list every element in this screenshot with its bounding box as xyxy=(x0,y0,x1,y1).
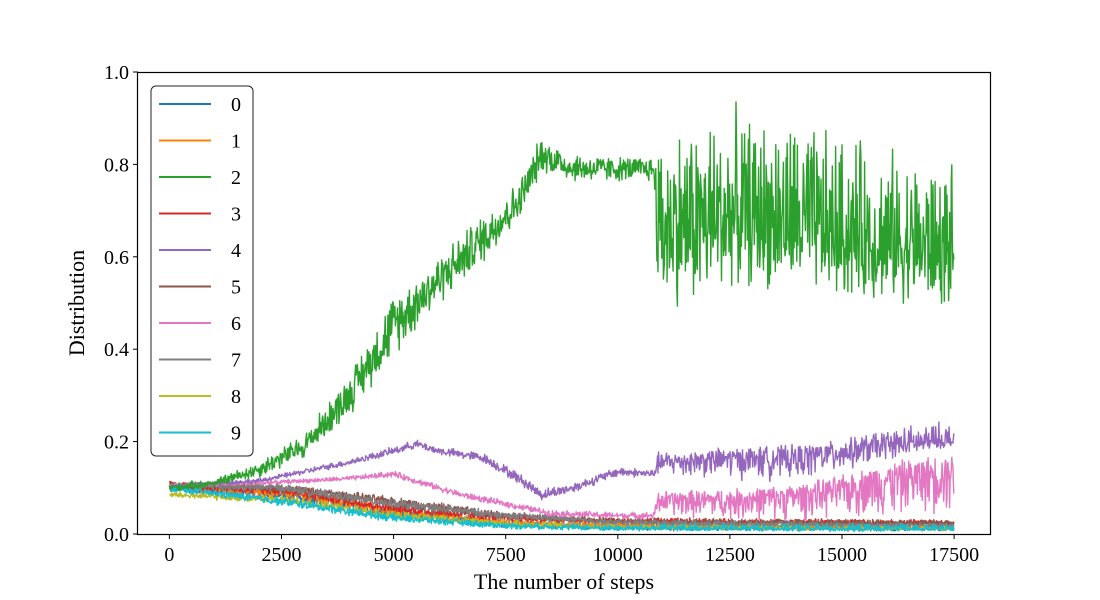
series-line-9 xyxy=(168,485,955,532)
legend-label: 0 xyxy=(231,94,241,116)
x-tick-label: 0 xyxy=(164,544,174,566)
x-tick-label: 15000 xyxy=(817,544,867,566)
x-tick-label: 2500 xyxy=(261,544,301,566)
legend-label: 8 xyxy=(231,386,241,408)
series-line-6 xyxy=(168,456,955,521)
x-tick-label: 12500 xyxy=(705,544,755,566)
y-tick-label: 0.6 xyxy=(104,247,129,269)
y-axis-label: Distribution xyxy=(64,250,89,356)
series-layer xyxy=(168,101,955,532)
legend: 0 1 2 3 4 5 6 7 8 9 xyxy=(150,85,254,457)
y-tick-label: 0.4 xyxy=(104,339,129,361)
plot-frame xyxy=(136,71,992,536)
legend-box xyxy=(150,85,254,457)
x-tick-label: 17500 xyxy=(929,544,979,566)
legend-label: 3 xyxy=(231,204,241,226)
legend-label: 6 xyxy=(231,313,241,335)
x-tick-label: 5000 xyxy=(374,544,414,566)
x-axis: 0 2500 5000 7500 10000 12500 15000 17500 xyxy=(164,534,979,566)
series-line-7 xyxy=(169,481,955,529)
y-tick-label: 0.0 xyxy=(104,524,129,546)
legend-label: 9 xyxy=(231,423,241,445)
legend-label: 5 xyxy=(231,277,241,299)
x-axis-label: The number of steps xyxy=(474,569,654,594)
legend-label: 4 xyxy=(231,240,241,262)
legend-label: 7 xyxy=(231,350,241,372)
x-tick-label: 7500 xyxy=(486,544,526,566)
legend-label: 1 xyxy=(231,131,241,153)
y-tick-label: 0.2 xyxy=(104,432,129,454)
y-tick-label: 1.0 xyxy=(104,62,129,84)
legend-label: 2 xyxy=(231,167,241,189)
series-line-4 xyxy=(169,421,955,501)
y-axis: 0.0 0.2 0.4 0.6 0.8 1.0 xyxy=(104,62,138,546)
y-tick-label: 0.8 xyxy=(104,154,129,176)
series-line-2 xyxy=(168,101,955,492)
x-tick-label: 10000 xyxy=(593,544,643,566)
